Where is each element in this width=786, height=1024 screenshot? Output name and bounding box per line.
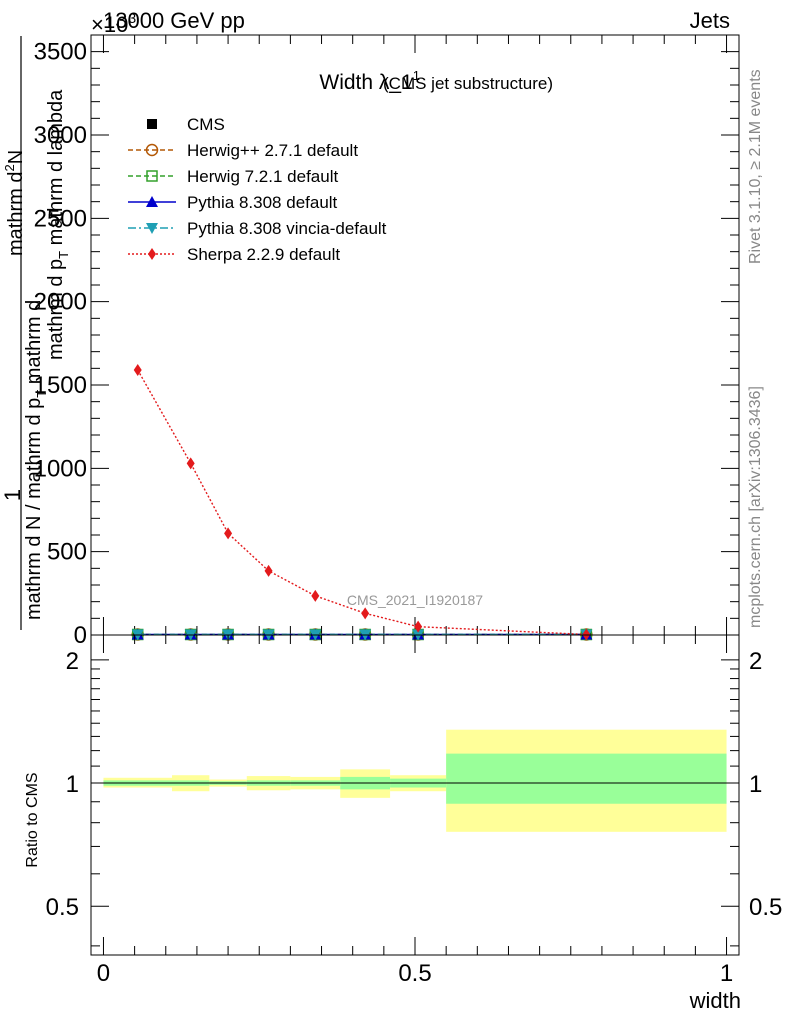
legend-label: Herwig++ 2.7.1 default — [187, 141, 358, 160]
ratio-y-tick-label-right: 1 — [749, 771, 762, 798]
legend-label: Sherpa 2.2.9 default — [187, 245, 340, 264]
data-point — [146, 196, 158, 207]
ylabel-denominator-top: mathrm d pT mathrm d lambda — [45, 89, 71, 360]
legend-entry: Pythia 8.308 default — [128, 193, 338, 212]
legend-entry: Pythia 8.308 vincia-default — [128, 219, 387, 238]
x-tick-label: 0 — [97, 960, 110, 987]
legend-entry: Sherpa 2.2.9 default — [128, 245, 340, 264]
energy-label: 13000 GeV pp — [103, 8, 245, 33]
process-label: Jets — [690, 8, 730, 33]
ratio-y-ticks: 0.5 0.5 1 1 2 2 — [46, 648, 782, 947]
data-point — [133, 364, 142, 376]
ratio-y-tick-label-right: 2 — [749, 648, 762, 675]
series-line — [137, 369, 587, 636]
x-tick-label: 1 — [720, 960, 733, 987]
ylabel-numerator: mathrm d2N — [2, 150, 27, 256]
exponent-power: 3 — [128, 10, 136, 26]
data-point — [145, 143, 159, 157]
main-y-tick-label: 2500 — [34, 205, 87, 232]
main-x-ticks — [102, 35, 728, 635]
legend: CMS Herwig++ 2.7.1 default Herwig 7.2.1 de… — [128, 115, 387, 264]
main-y-tick-label: 1500 — [34, 372, 87, 399]
main-y-ticks: 0 500 1000 1500 2000 2500 3000 3500 — [34, 34, 739, 649]
data-point — [224, 527, 233, 540]
main-y-axis-label: 1 mathrm d N / mathrm d pT mathrm d math… — [0, 36, 71, 630]
ratio-y-tick-label-right: 0.5 — [749, 894, 782, 921]
data-point — [311, 589, 320, 602]
main-y-tick-label: 0 — [74, 622, 87, 649]
rivet-version-label: Rivet 3.1.10, ≥ 2.1M events — [747, 69, 764, 264]
x-tick-label: 0.5 — [398, 960, 431, 987]
ratio-panel: 0.5 0.51 12 2 0 0.5 1 Ratio to CMS width — [24, 634, 782, 1013]
series-sherpa-2-2-9-default — [133, 364, 591, 641]
ratio-inner-band — [446, 753, 727, 804]
legend-entry: Herwig 7.2.1 default — [128, 167, 338, 186]
ylabel-leading-one: 1 — [0, 489, 25, 501]
x-axis-label: width — [689, 988, 741, 1013]
mcplots-label: mcplots.cern.ch [arXiv:1306.3436] — [747, 386, 764, 628]
analysis-watermark: CMS_2021_I1920187 — [347, 592, 483, 608]
exponent-label: ×103 — [91, 10, 136, 37]
main-y-tick-label: 500 — [47, 539, 87, 566]
legend-label: CMS — [187, 115, 225, 134]
data-point — [186, 457, 195, 470]
main-y-tick-label: 3500 — [34, 39, 87, 66]
legend-label: Pythia 8.308 vincia-default — [187, 219, 387, 238]
main-y-tick-label: 1000 — [34, 455, 87, 482]
ratio-y-tick-label: 1 — [66, 771, 79, 798]
ratio-y-tick-label: 2 — [66, 648, 79, 675]
data-point — [147, 119, 157, 129]
data-point — [264, 564, 273, 577]
legend-entry: CMS — [147, 115, 225, 134]
legend-entry: Herwig++ 2.7.1 default — [128, 141, 358, 160]
data-point — [148, 248, 156, 260]
legend-label: Pythia 8.308 default — [187, 193, 338, 212]
data-point — [146, 223, 158, 234]
data-point — [414, 620, 423, 633]
main-y-tick-label: 2000 — [34, 289, 87, 316]
ratio-x-ticks: 0 0.5 1 — [97, 635, 733, 987]
ratio-y-axis-label: Ratio to CMS — [24, 772, 41, 867]
data-point — [361, 607, 370, 620]
legend-label: Herwig 7.2.1 default — [187, 167, 338, 186]
main-y-tick-label: 3000 — [34, 122, 87, 149]
ratio-y-tick-label: 0.5 — [46, 894, 79, 921]
ylabel-denominator: mathrm d N / mathrm d pT mathrm d — [23, 300, 49, 620]
data-point — [146, 170, 158, 182]
plot-subtitle: (CMS jet substructure) — [383, 74, 553, 93]
plot-title: Width λ_11 — [319, 68, 420, 94]
